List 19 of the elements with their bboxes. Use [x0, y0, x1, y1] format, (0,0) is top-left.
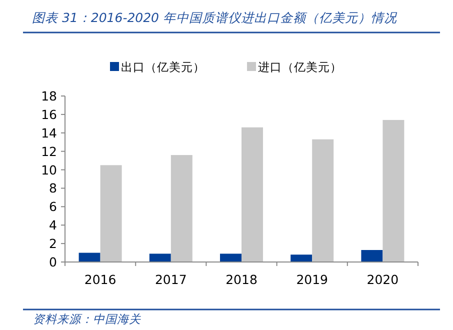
y-tick-label: 0: [49, 254, 58, 270]
legend-label: 进口（亿美元）: [258, 60, 342, 74]
y-tick-label: 6: [49, 199, 58, 214]
x-tick-label: 2016: [84, 272, 116, 287]
y-tick-label: 8: [49, 180, 58, 196]
y-tick-label: 14: [41, 125, 58, 140]
y-tick-label: 4: [49, 218, 58, 233]
legend-label: 出口（亿美元）: [121, 60, 205, 74]
y-tick-label: 2: [49, 236, 57, 252]
y-tick-label: 12: [41, 144, 57, 159]
title: 图表 31：2016-2020 年中国质谱仪进出口金额（亿美元）情况: [32, 10, 397, 25]
y-tick-label: 16: [41, 106, 58, 122]
y-tick-label: 18: [41, 88, 58, 104]
x-tick-label: 2020: [366, 272, 399, 287]
x-tick-label: 2017: [154, 272, 187, 287]
x-tick-label: 2018: [226, 272, 258, 287]
x-tick-label: 2019: [296, 272, 328, 287]
text: 资料来源：中国海关: [33, 312, 141, 326]
y-tick-label: 10: [41, 162, 58, 178]
